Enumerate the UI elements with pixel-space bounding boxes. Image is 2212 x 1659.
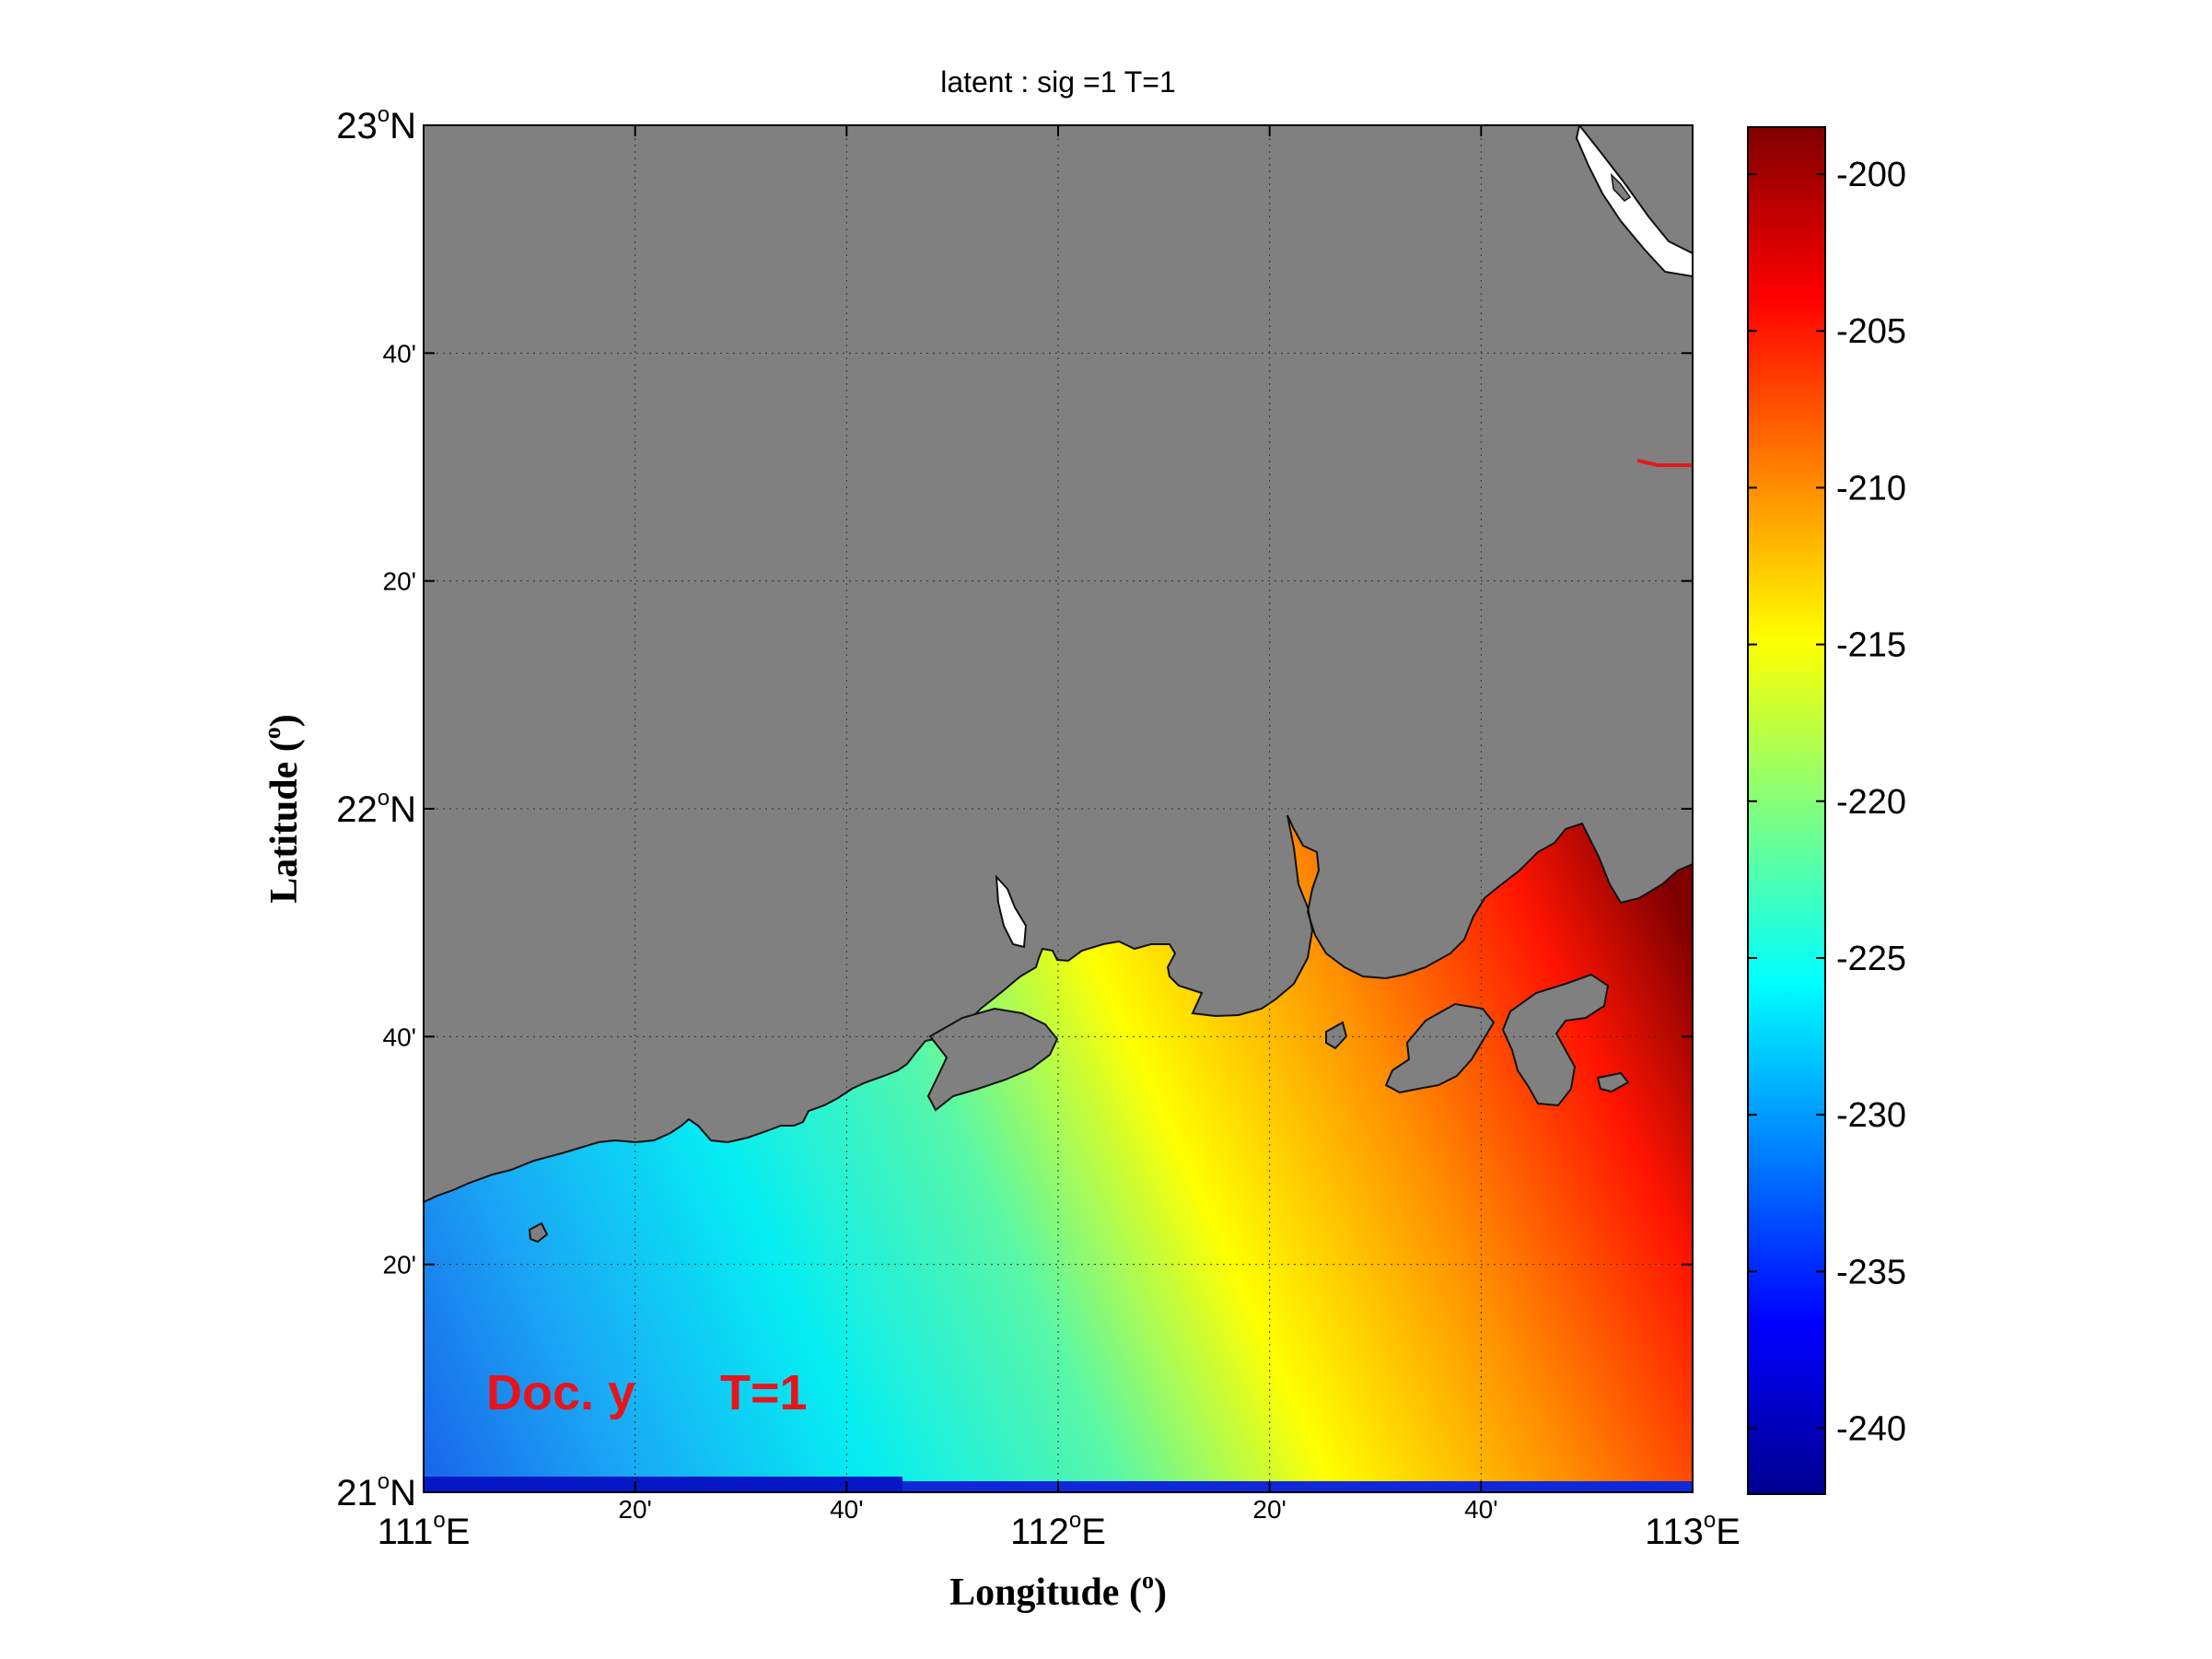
map-title: latent : sig =1 T=1 <box>940 65 1176 99</box>
colorbar-tick-label: -220 <box>1836 783 1906 822</box>
grid-lines <box>424 125 1693 1492</box>
x-tick-label: 112oE <box>1010 1508 1106 1552</box>
y-tick-label: 40' <box>383 339 417 368</box>
island-small-mid <box>1325 1021 1348 1050</box>
island-small-east <box>1596 1071 1630 1093</box>
bottom-edge-strip-left <box>424 1477 902 1492</box>
x-tick-label: 111oE <box>378 1508 471 1552</box>
y-tick-label: 20' <box>383 567 417 596</box>
colorbar-tick-label: -205 <box>1836 312 1906 351</box>
island-west-small <box>528 1221 549 1244</box>
y-axis-ticks: 21oN 20' 40' 22oN 20' 40' 23oN <box>336 102 1693 1513</box>
island-pearl-east <box>1384 1002 1496 1094</box>
island-upper-left <box>926 1007 1059 1112</box>
x-tick-label: 40' <box>830 1495 864 1524</box>
lake-top-right <box>1575 125 1693 278</box>
lake-islet <box>1610 172 1632 202</box>
x-tick-label: 113oE <box>1645 1508 1740 1552</box>
colorbar-tick-label: -240 <box>1836 1410 1906 1449</box>
y-axis-label: Latitude (o) <box>259 714 306 904</box>
y-tick-label: 20' <box>383 1251 417 1279</box>
map-annotation: Doc. y T=1 <box>486 1365 808 1420</box>
river-top-right <box>1636 459 1693 467</box>
x-tick-label: 20' <box>1252 1495 1286 1524</box>
y-tick-label: 23oN <box>336 102 416 146</box>
colorbar-ticks: -200 -205 -210 -215 -220 -225 -230 -235 -240 <box>1748 156 1906 1449</box>
colorbar-tick-label: -225 <box>1836 940 1906 978</box>
colorbar-tick-label: -200 <box>1836 156 1906 194</box>
colorbar-tick-label: -215 <box>1836 626 1906 665</box>
colorbar-tick-label: -235 <box>1836 1253 1906 1291</box>
bottom-edge-strip-right <box>902 1481 1693 1492</box>
x-axis-ticks: 111oE 20' 40' 112oE 20' 40' 113oE <box>378 125 1740 1552</box>
y-tick-label: 40' <box>383 1022 417 1051</box>
x-axis-label: Longitude (o) <box>949 1567 1167 1614</box>
y-tick-label: 21oN <box>336 1469 416 1513</box>
y-tick-label: 22oN <box>336 786 416 830</box>
x-tick-label: 20' <box>618 1495 652 1524</box>
land-mass <box>424 125 1693 1204</box>
lake-coastal <box>995 874 1028 949</box>
colorbar-tick-label: -210 <box>1836 469 1906 508</box>
colorbar-tick-label: -230 <box>1836 1096 1906 1135</box>
colorbar <box>1747 126 1826 1495</box>
x-tick-label: 40' <box>1464 1495 1498 1524</box>
island-large-east <box>1501 973 1610 1107</box>
